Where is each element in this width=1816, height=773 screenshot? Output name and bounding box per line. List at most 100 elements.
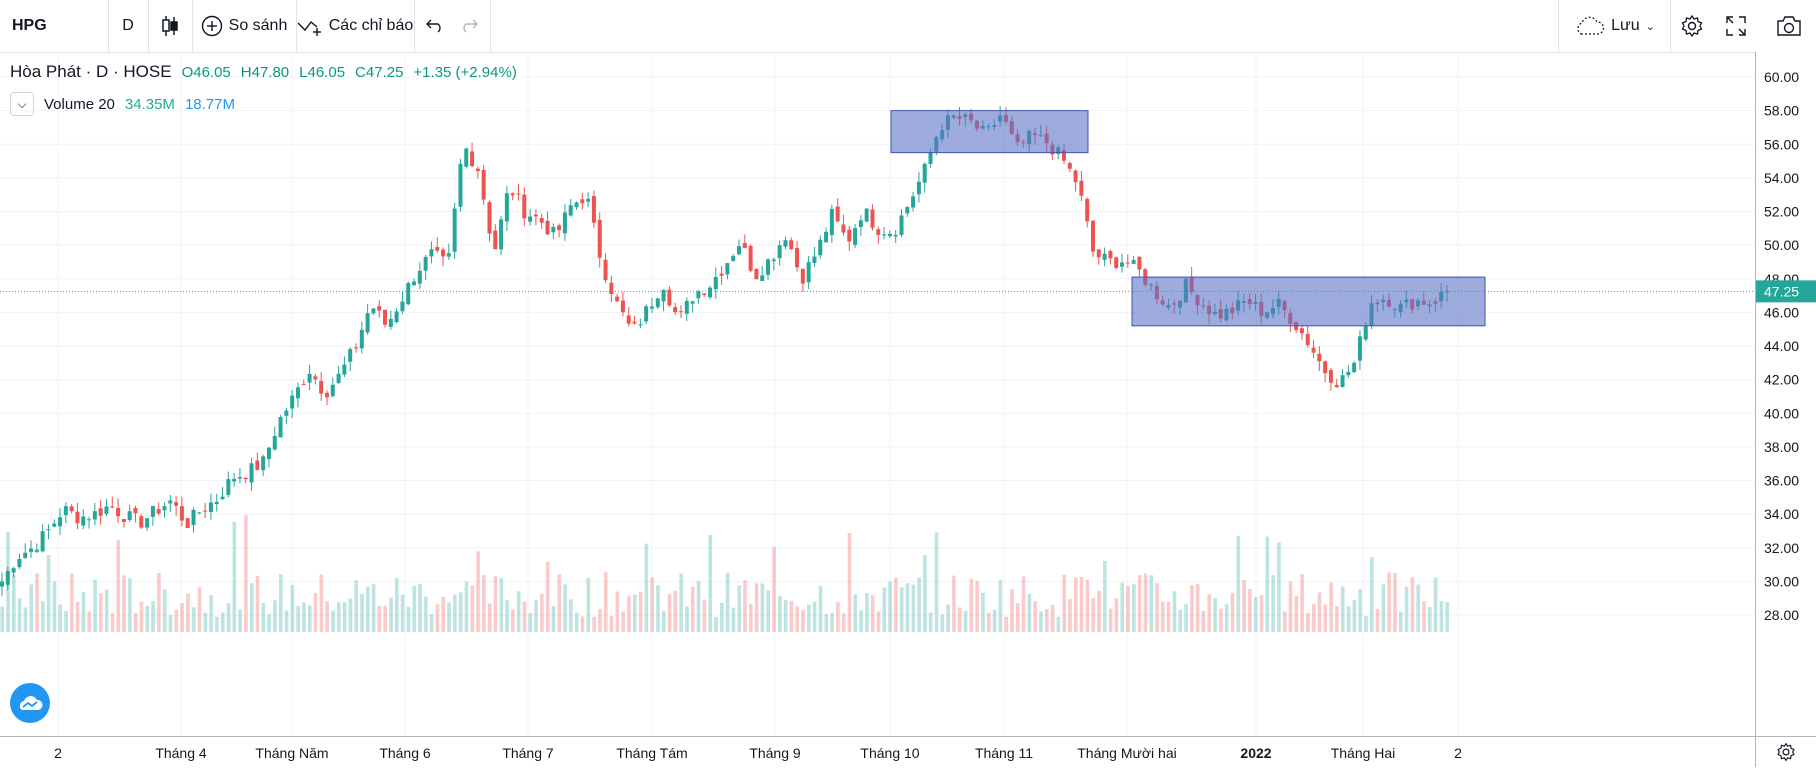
time-tick-label: Tháng 4	[155, 745, 207, 761]
candle	[23, 543, 28, 559]
volume-bar	[824, 613, 829, 632]
volume-bar	[853, 594, 858, 632]
candle	[1311, 339, 1316, 359]
camera-icon	[1777, 16, 1801, 36]
price-chart[interactable]	[0, 52, 1755, 736]
volume-bar	[41, 601, 45, 632]
volume-bar	[1271, 575, 1275, 632]
volume-bar	[1439, 601, 1444, 632]
volume-bar	[928, 612, 933, 632]
volume-bar	[876, 611, 881, 632]
candle	[638, 318, 643, 329]
volume-bar	[99, 593, 103, 632]
volume-bar	[557, 574, 562, 632]
grid	[0, 52, 1755, 736]
volume-bar	[981, 592, 985, 632]
snapshot-button[interactable]	[1766, 0, 1812, 52]
compare-button[interactable]: So sánh	[192, 0, 296, 52]
volume-bar	[307, 605, 312, 632]
save-button[interactable]: Lưu ⌄	[1558, 0, 1670, 52]
volume-bar	[627, 595, 631, 632]
candle	[359, 321, 364, 354]
volume-bar	[725, 572, 730, 632]
volume-bar	[986, 612, 991, 632]
divider	[108, 0, 109, 52]
volume-bar	[1097, 590, 1101, 632]
volume-bar	[789, 600, 794, 632]
candle	[330, 377, 335, 398]
volume-bar	[923, 555, 927, 632]
symbol-search[interactable]: HPG	[0, 0, 108, 52]
candle	[812, 246, 817, 267]
candle	[429, 241, 434, 264]
zone-box[interactable]	[890, 110, 1089, 154]
volume-bar	[453, 594, 457, 632]
chart-pane[interactable]	[0, 52, 1755, 736]
volume-bar	[505, 599, 509, 632]
volume-bar	[331, 610, 335, 632]
undo-button[interactable]	[418, 0, 452, 52]
volume-bar	[1161, 601, 1165, 632]
candle	[493, 223, 498, 250]
volume-bar	[1340, 586, 1345, 632]
divider	[148, 0, 149, 52]
volume-bar	[1306, 612, 1310, 632]
zone-box[interactable]	[1131, 276, 1486, 327]
candle	[731, 254, 736, 262]
volume-bar	[1416, 584, 1420, 632]
price-axis[interactable]: 60.00 58.00 56.00 54.00 52.00 50.00 48.00 46.00…	[1755, 52, 1816, 736]
volume-bar	[574, 612, 579, 632]
volume-bar	[1427, 606, 1432, 632]
candle	[307, 364, 312, 391]
legend-open: O46.05	[181, 63, 231, 81]
volume-bar	[122, 575, 126, 632]
volume-bar	[238, 609, 242, 632]
candle	[1091, 220, 1096, 257]
candle	[1120, 253, 1125, 273]
candle	[905, 205, 910, 217]
volume-bar	[1015, 603, 1020, 632]
volume-bar	[482, 575, 486, 632]
price-tick-label: 58.00	[1764, 103, 1799, 119]
volume-bar	[470, 585, 475, 632]
candle	[1299, 324, 1304, 340]
settings-button[interactable]	[1670, 0, 1714, 52]
candle	[510, 192, 515, 201]
volume-bar	[389, 597, 393, 632]
volume-bar	[290, 585, 295, 632]
indicators-button[interactable]: Các chỉ báo	[296, 0, 414, 52]
tradingview-logo[interactable]	[10, 683, 50, 723]
price-tick-label: 32.00	[1764, 540, 1799, 556]
volume-bar	[511, 609, 515, 632]
candle	[1340, 369, 1345, 388]
candle	[1073, 169, 1078, 192]
volume-bar	[934, 532, 939, 632]
candle	[591, 190, 596, 229]
redo-icon	[463, 19, 478, 33]
candle	[139, 513, 144, 530]
interval-button[interactable]: D	[108, 0, 148, 52]
candle	[899, 209, 904, 238]
axis-settings-button[interactable]	[1755, 736, 1816, 767]
candle	[615, 293, 620, 302]
chart-type-button[interactable]	[148, 0, 192, 52]
time-scale: 2 Tháng 4 Tháng Năm Tháng 6 Tháng 7 Tháng Tám…	[54, 745, 1462, 761]
candle	[835, 198, 840, 223]
volume-bar	[1021, 576, 1026, 632]
candle	[336, 365, 341, 385]
volume-bar	[1410, 577, 1415, 632]
candle	[760, 266, 765, 282]
fullscreen-button[interactable]	[1714, 0, 1758, 52]
candle	[818, 235, 823, 259]
collapse-button[interactable]: ⌵	[10, 92, 34, 116]
volume-bar	[801, 610, 805, 632]
redo-button[interactable]	[452, 0, 486, 52]
candle	[858, 215, 863, 236]
volume-bar	[1091, 598, 1096, 632]
volume-bar	[1155, 583, 1159, 632]
volume-bar	[215, 616, 219, 632]
volume-bar	[377, 605, 382, 632]
time-axis[interactable]: 2 Tháng 4 Tháng Năm Tháng 6 Tháng 7 Tháng Tám…	[0, 736, 1755, 768]
volume-bar	[545, 561, 550, 632]
volume-bar	[203, 612, 208, 632]
